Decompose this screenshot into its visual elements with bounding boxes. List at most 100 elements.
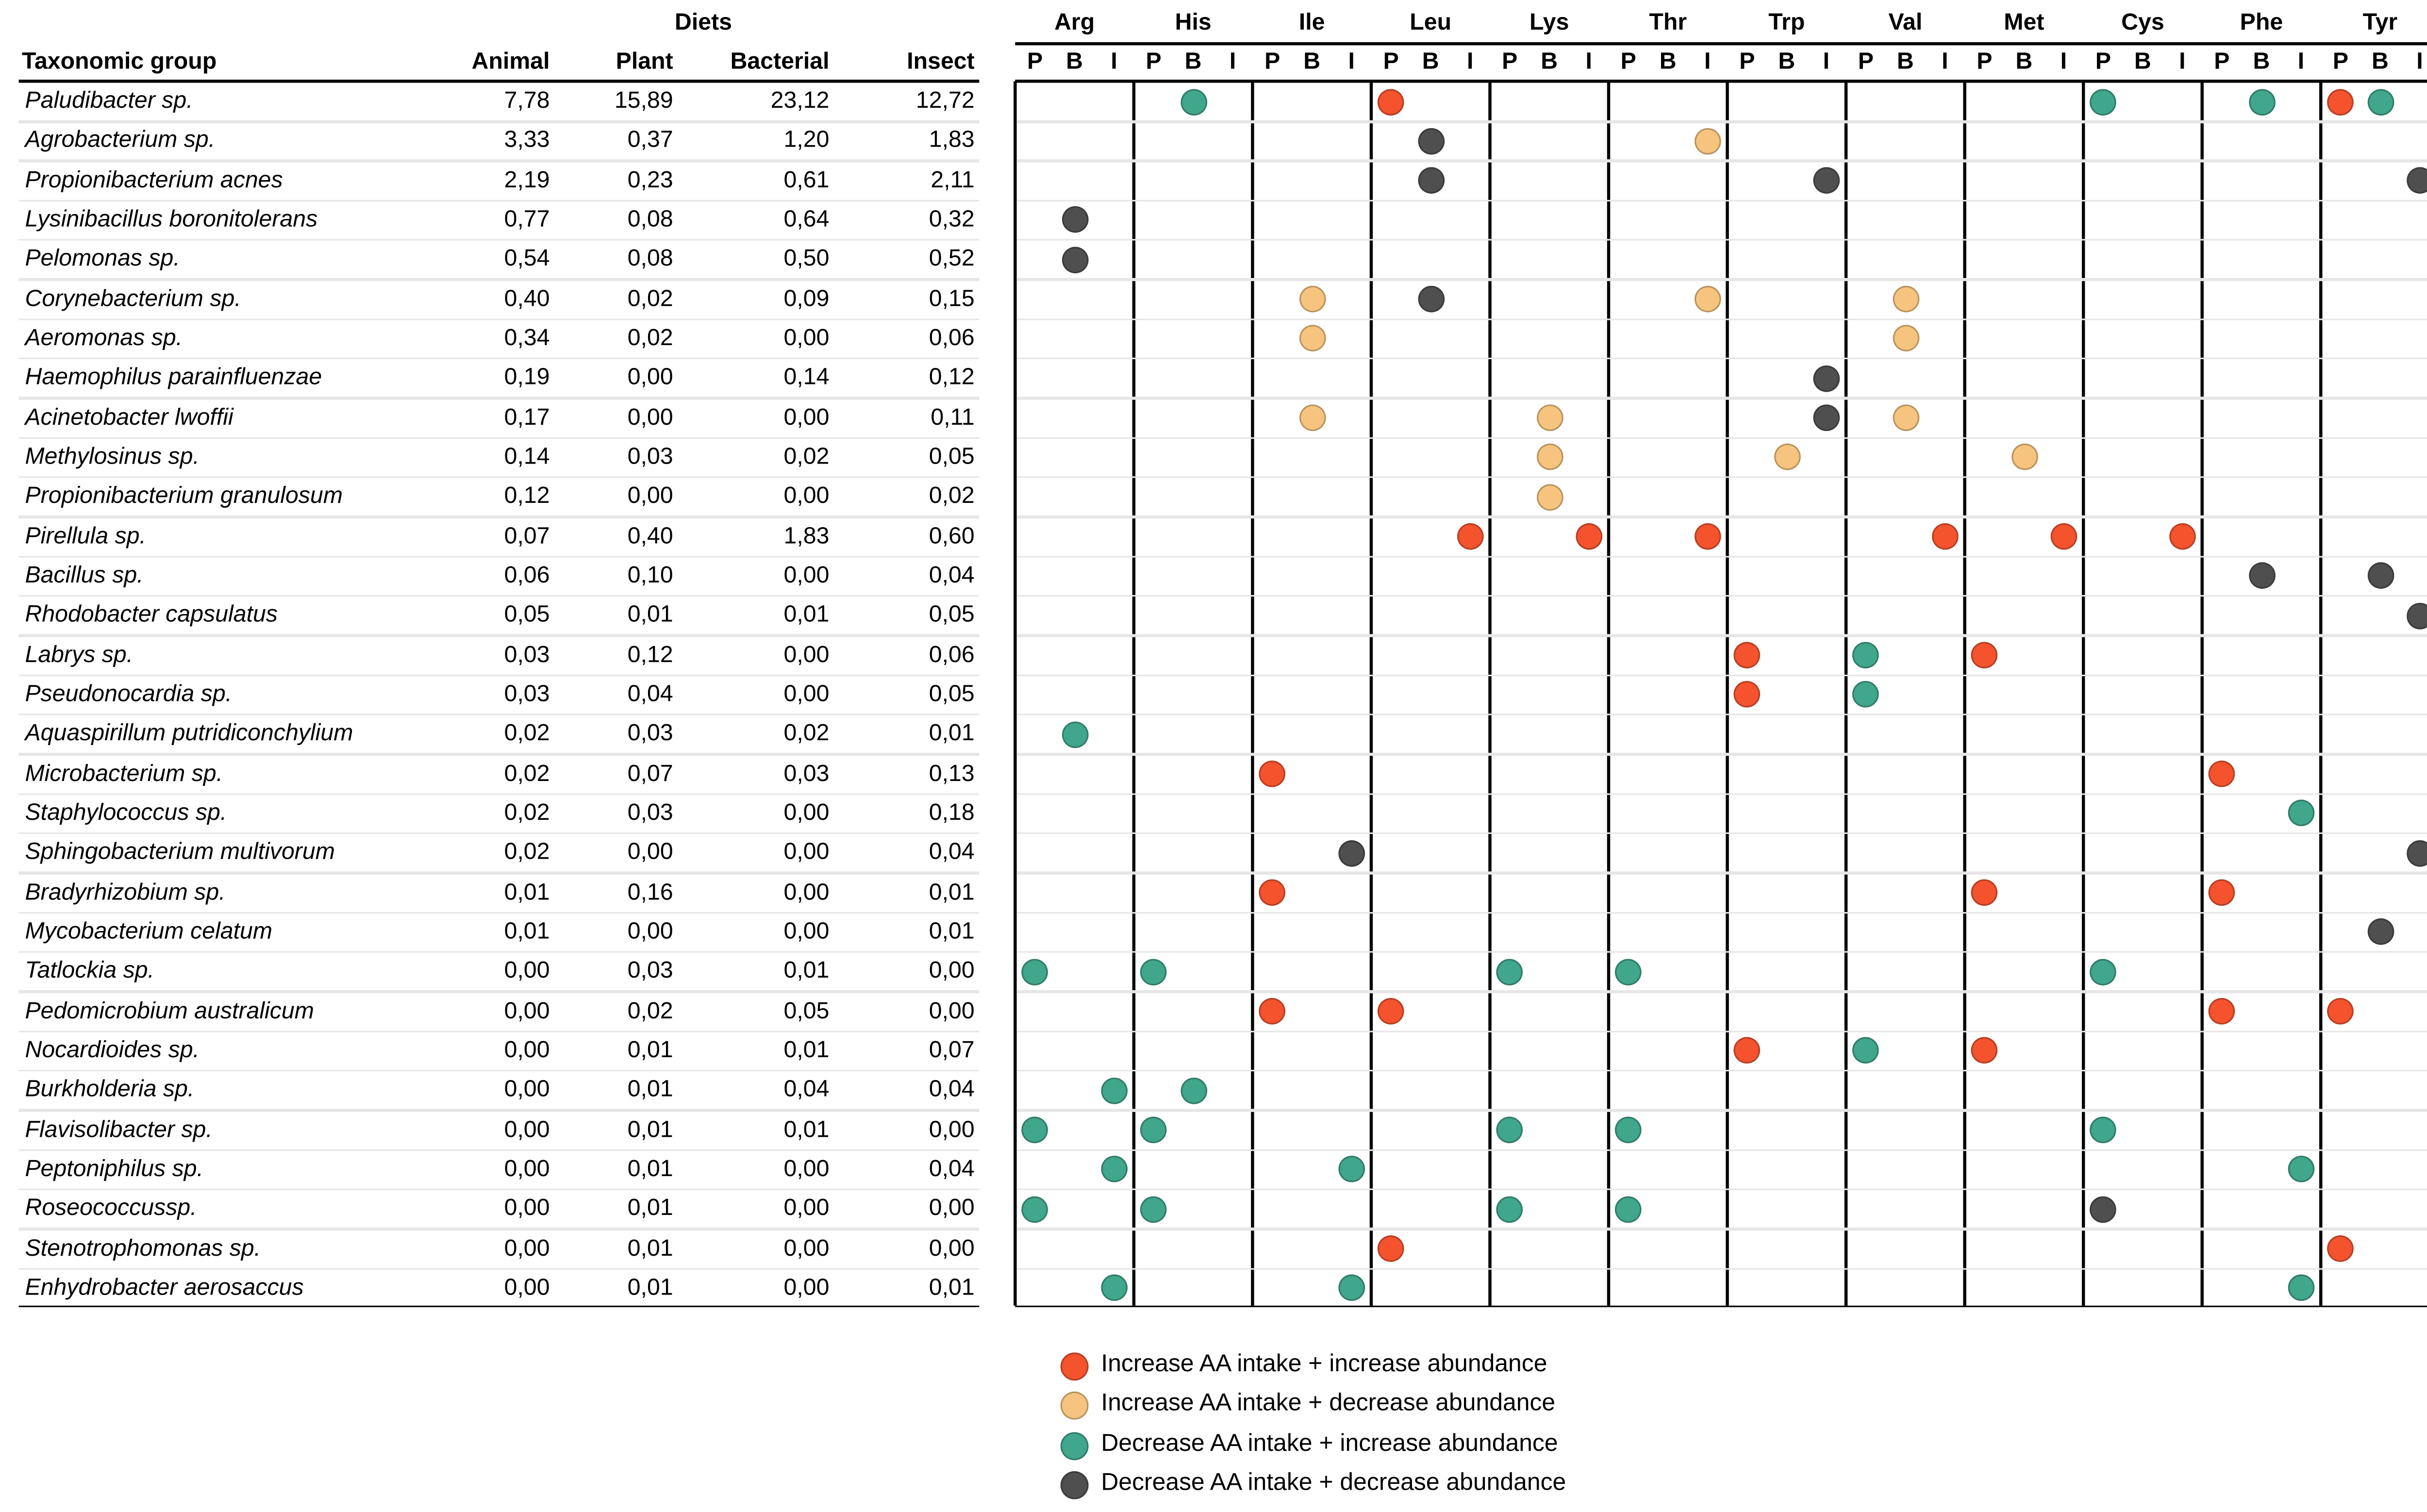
diet-code-I: I: [1585, 48, 1592, 75]
abundance-plant: 0,00: [627, 918, 673, 945]
diet-code-I: I: [2060, 48, 2067, 75]
abundance-animal: 3,33: [504, 127, 550, 154]
taxon-name: Enhydrobacter aerosaccus: [25, 1274, 304, 1301]
effect-dot-inc-inc: [1378, 1235, 1405, 1262]
diet-code-I: I: [1348, 48, 1355, 75]
diet-code-P: P: [2332, 48, 2349, 75]
abundance-plant: 0,01: [627, 1037, 673, 1063]
abundance-animal: 0,07: [504, 522, 550, 549]
taxon-name: Roseococcussp.: [25, 1195, 197, 1222]
effect-dot-inc-inc: [2209, 879, 2235, 906]
diet-code-P: P: [1977, 48, 1993, 75]
effect-dot-inc-dec: [1298, 325, 1326, 352]
abundance-insect: 0,32: [929, 206, 975, 233]
row-divider: [1016, 714, 2427, 716]
abundance-animal: 0,02: [504, 760, 550, 787]
abundance-animal: 0,02: [504, 720, 550, 747]
effect-dot-dec-inc: [1852, 642, 1879, 669]
abundance-insect: 0,01: [929, 1274, 975, 1301]
effect-dot-dec-inc: [1140, 1196, 1167, 1223]
effect-dot-dec-inc: [1615, 1196, 1642, 1223]
row-divider: [18, 634, 980, 637]
column-header-bacterial: Bacterial: [730, 48, 830, 75]
row-divider: [18, 397, 980, 400]
row-divider: [18, 1069, 980, 1072]
abundance-animal: 0,17: [504, 404, 550, 431]
effect-dot-inc-inc: [1733, 642, 1761, 669]
effect-dot-dec-inc: [1496, 1196, 1523, 1223]
abundance-plant: 0,01: [627, 1274, 673, 1301]
abundance-plant: 0,01: [627, 1195, 673, 1222]
legend-label: Increase AA intake + increase abundance: [1101, 1351, 1547, 1378]
taxon-name: Burkholderia sp.: [25, 1076, 195, 1103]
effect-dot-dec-inc: [1100, 1077, 1128, 1104]
abundance-bacterial: 0,00: [783, 1274, 830, 1301]
abundance-plant: 0,00: [627, 839, 673, 866]
abundance-insect: 0,00: [929, 1234, 975, 1262]
taxon-name: Flavisolibacter sp.: [25, 1116, 213, 1143]
effect-dot-dec-dec: [1417, 286, 1444, 313]
taxon-name: Corynebacterium sp.: [25, 285, 241, 312]
diet-code-B: B: [2015, 48, 2033, 75]
diet-code-B: B: [1303, 48, 1321, 75]
abundance-bacterial: 0,00: [783, 325, 830, 351]
effect-dot-inc-inc: [1931, 523, 1959, 550]
row-divider: [1016, 120, 2427, 123]
diet-code-B: B: [1896, 48, 1914, 75]
effect-dot-dec-dec: [1812, 404, 1840, 432]
abundance-bacterial: 0,01: [783, 1116, 830, 1143]
diet-code-B: B: [2371, 48, 2389, 75]
taxon-name: Pedomicrobium australicum: [25, 997, 314, 1024]
row-divider: [1016, 793, 2427, 796]
abundance-animal: 0,02: [504, 839, 550, 866]
abundance-animal: 7,78: [504, 87, 550, 114]
effect-dot-dec-inc: [2090, 958, 2117, 985]
bottom-rule: [18, 1305, 980, 1308]
taxon-name: Stenotrophomonas sp.: [25, 1234, 261, 1262]
diet-code-I: I: [1823, 48, 1829, 75]
effect-dot-inc-inc: [1733, 1037, 1761, 1064]
column-header-taxon: Taxonomic group: [22, 48, 217, 75]
group-divider: [1251, 81, 1254, 1306]
effect-dot-dec-dec: [2406, 840, 2427, 866]
taxon-name: Propionibacterium granulosum: [25, 483, 343, 510]
row-divider: [1016, 1069, 2427, 1072]
column-header-animal: Animal: [471, 48, 550, 75]
row-divider: [1016, 674, 2427, 677]
abundance-insect: 0,00: [929, 958, 975, 984]
row-divider: [18, 1109, 980, 1112]
diet-code-P: P: [1146, 48, 1162, 75]
effect-dot-dec-inc: [1021, 1196, 1048, 1223]
abundance-animal: 0,00: [504, 1274, 550, 1301]
row-divider: [18, 555, 980, 558]
abundance-bacterial: 1,83: [783, 522, 830, 549]
abundance-plant: 0,16: [627, 879, 673, 905]
abundance-bacterial: 0,00: [783, 483, 830, 510]
taxon-name: Pirellula sp.: [25, 522, 146, 549]
effect-dot-dec-inc: [1061, 721, 1088, 748]
row-divider: [1016, 595, 2427, 598]
row-divider: [18, 872, 980, 875]
effect-dot-dec-inc: [1338, 1275, 1365, 1302]
row-divider: [1016, 199, 2427, 202]
abundance-insect: 12,72: [915, 87, 975, 114]
abundance-animal: 0,00: [504, 1076, 550, 1103]
effect-dot-inc-inc: [1259, 879, 1286, 906]
effect-dot-inc-dec: [1536, 483, 1563, 511]
aa-header-lys: Lys: [1529, 9, 1569, 36]
abundance-insect: 1,83: [929, 127, 975, 154]
effect-dot-inc-inc: [1971, 642, 1998, 669]
effect-dot-inc-dec: [1694, 128, 1721, 154]
abundance-insect: 2,11: [931, 166, 975, 193]
abundance-plant: 0,40: [627, 522, 673, 549]
effect-dot-dec-inc: [1615, 1116, 1642, 1144]
effect-dot-dec-dec: [2248, 563, 2275, 590]
abundance-plant: 0,10: [627, 562, 673, 589]
effect-dot-inc-dec: [1298, 286, 1326, 313]
row-divider: [18, 1267, 980, 1270]
abundance-insect: 0,11: [931, 404, 975, 431]
effect-dot-inc-inc: [2327, 998, 2354, 1025]
row-divider: [1016, 278, 2427, 281]
effect-dot-dec-inc: [1615, 958, 1642, 985]
